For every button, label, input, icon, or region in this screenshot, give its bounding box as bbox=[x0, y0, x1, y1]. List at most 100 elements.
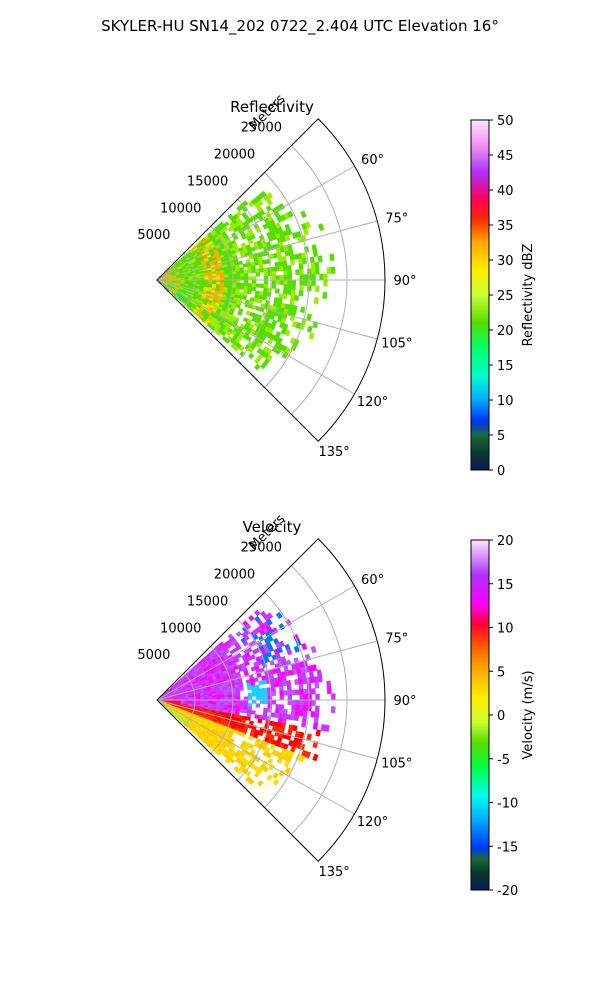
radar-cell bbox=[259, 691, 265, 697]
radar-cell bbox=[251, 283, 257, 288]
radar-cell bbox=[242, 263, 248, 268]
radar-cell bbox=[312, 250, 319, 258]
radar-cell bbox=[304, 221, 312, 229]
velocity-panel: Velocity 60° 75° 90° 105° 120° 135° 5000 10000 15… bbox=[137, 512, 536, 899]
radar-cell bbox=[284, 767, 292, 775]
colorbar-tick-label: 15 bbox=[497, 578, 514, 593]
radar-cell bbox=[310, 262, 316, 269]
radar-cell bbox=[317, 675, 323, 683]
radar-cell bbox=[271, 699, 277, 705]
radar-cell bbox=[271, 275, 277, 281]
radar-cell bbox=[301, 672, 307, 679]
colorbar-tick-label: 50 bbox=[497, 114, 514, 129]
radar-cell bbox=[303, 228, 310, 236]
radar-cell bbox=[287, 284, 292, 291]
azimuth-tick-label: 60° bbox=[361, 573, 384, 588]
radar-cell bbox=[301, 715, 307, 723]
radar-cell bbox=[301, 721, 307, 728]
radar-cell bbox=[284, 329, 291, 337]
radar-cell bbox=[310, 711, 316, 718]
radar-cell bbox=[279, 695, 285, 701]
radar-cell bbox=[243, 282, 249, 287]
radar-cell bbox=[244, 623, 252, 630]
colorbar-tick-label: 5 bbox=[497, 429, 505, 444]
radar-cell bbox=[255, 688, 261, 693]
radar-cell bbox=[303, 694, 308, 701]
radial-tick-label: 10000 bbox=[160, 621, 201, 636]
radar-cell bbox=[234, 657, 240, 664]
radar-cell bbox=[312, 722, 319, 730]
radar-cell bbox=[251, 699, 257, 704]
radar-cell bbox=[263, 699, 269, 705]
radar-cell bbox=[208, 695, 213, 699]
radar-cell bbox=[301, 642, 308, 651]
radar-cell bbox=[287, 694, 293, 701]
radar-cell bbox=[278, 685, 284, 692]
radar-cell bbox=[251, 692, 257, 697]
radar-cell bbox=[311, 279, 316, 287]
radar-cell bbox=[251, 286, 257, 292]
radar-cell bbox=[276, 757, 283, 764]
azimuth-tick-label: 105° bbox=[381, 337, 412, 352]
radar-cell bbox=[243, 279, 249, 284]
radar-cell bbox=[292, 725, 298, 732]
radar-cell bbox=[246, 685, 252, 691]
colorbar-tick-label: 40 bbox=[497, 184, 514, 199]
radar-cell bbox=[277, 646, 284, 654]
radar-cell bbox=[256, 199, 264, 207]
radar-cell bbox=[281, 675, 287, 682]
radial-tick-label: 5000 bbox=[137, 648, 170, 663]
colorbar-label: Reflectivity dBZ bbox=[521, 244, 536, 347]
radar-cell bbox=[215, 750, 222, 757]
radar-cell bbox=[243, 276, 249, 281]
radial-tick-label: 10000 bbox=[160, 201, 201, 216]
radar-cell bbox=[263, 695, 269, 701]
radar-cell bbox=[289, 299, 295, 306]
radar-cell bbox=[326, 267, 332, 274]
radar-cell bbox=[313, 717, 319, 724]
azimuth-tick-label: 135° bbox=[318, 445, 349, 460]
radar-cell bbox=[259, 699, 265, 705]
radar-cell bbox=[275, 347, 282, 355]
radar-cell bbox=[324, 724, 330, 733]
radar-cell bbox=[308, 332, 315, 340]
radar-cell bbox=[239, 702, 245, 707]
colorbar-tick-label: -15 bbox=[497, 840, 518, 855]
radar-cell bbox=[312, 753, 319, 762]
colorbar-label: Velocity (m/s) bbox=[521, 670, 536, 759]
radar-cell bbox=[319, 273, 324, 281]
radar-cell bbox=[279, 275, 285, 281]
radar-cell bbox=[243, 269, 249, 274]
radar-cell bbox=[266, 198, 273, 206]
radar-cell bbox=[216, 695, 221, 699]
radar-cell bbox=[278, 265, 284, 272]
radar-cell bbox=[258, 264, 264, 269]
radar-cell bbox=[295, 699, 300, 706]
radar-cell bbox=[255, 696, 261, 701]
colorbar-gradient bbox=[470, 119, 490, 471]
radar-cell bbox=[233, 345, 240, 352]
colorbar-tick-label: 45 bbox=[497, 149, 514, 164]
radar-cell bbox=[258, 730, 264, 737]
radial-tick-label: 5000 bbox=[137, 228, 170, 243]
radar-cell bbox=[299, 279, 304, 286]
radar-cell bbox=[287, 699, 293, 706]
radar-cell bbox=[243, 709, 248, 714]
radar-cell bbox=[275, 279, 281, 285]
radar-cell bbox=[245, 716, 251, 721]
radar-cell bbox=[243, 273, 249, 278]
radar-cell bbox=[301, 252, 307, 259]
radar-cell bbox=[241, 295, 247, 301]
radar-cell bbox=[263, 271, 269, 277]
radar-cell bbox=[247, 276, 253, 281]
radar-cell bbox=[243, 699, 249, 704]
radar-cell bbox=[317, 255, 323, 263]
radar-cell bbox=[239, 282, 245, 287]
radar-cell bbox=[299, 269, 304, 275]
radar-cell bbox=[257, 779, 264, 787]
radar-cell bbox=[251, 276, 257, 281]
radar-cell bbox=[247, 735, 254, 741]
radar-cell bbox=[275, 288, 280, 294]
radar-cell bbox=[212, 275, 217, 279]
radar-cell bbox=[314, 711, 320, 719]
